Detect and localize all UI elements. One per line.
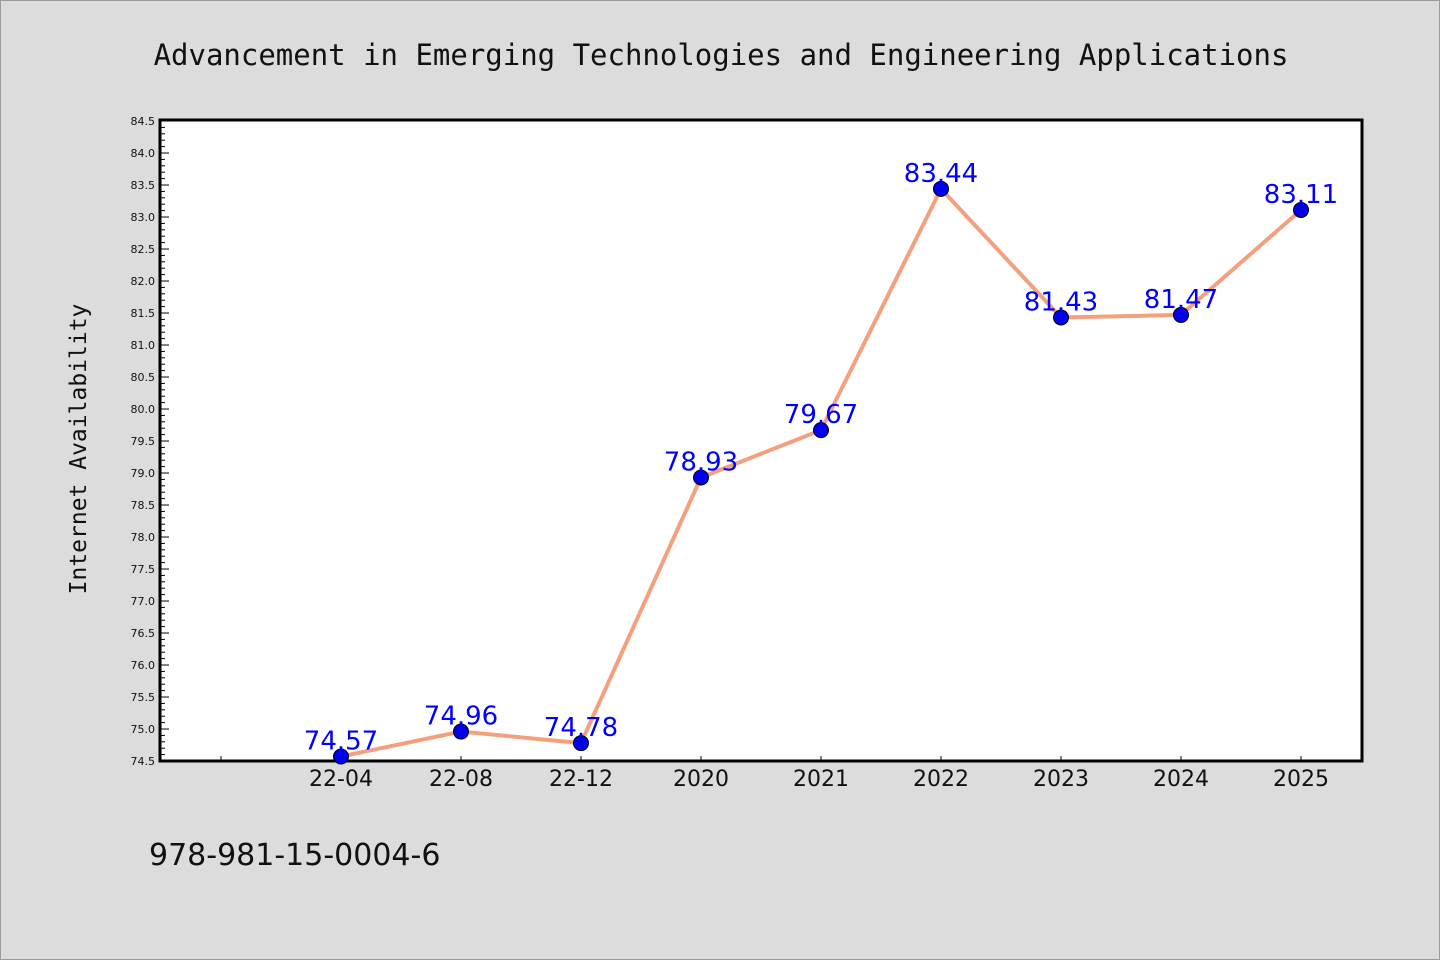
x-tick-label: 22-12 bbox=[549, 767, 613, 792]
data-point bbox=[453, 723, 469, 740]
x-tick-label: 2022 bbox=[913, 767, 969, 792]
data-point bbox=[1293, 201, 1309, 218]
x-tick-label: 22-04 bbox=[309, 767, 373, 792]
y-tick-label: 74.5 bbox=[131, 755, 156, 768]
data-label-layer: 74.57 74.96 74.78 78.93 79.67 83.44 81.43 81.47… bbox=[304, 159, 1338, 757]
data-label: 74.57 bbox=[304, 727, 378, 757]
data-label: 74.78 bbox=[544, 713, 618, 743]
y-tick-label: 81.5 bbox=[131, 307, 156, 320]
data-label: 83.44 bbox=[904, 159, 978, 189]
data-point bbox=[333, 748, 349, 765]
y-tick-label: 78.0 bbox=[131, 531, 156, 544]
data-point bbox=[693, 469, 709, 486]
data-label: 79.67 bbox=[784, 400, 858, 430]
y-tick-label: 80.5 bbox=[131, 371, 156, 384]
y-tick-label: 84.5 bbox=[131, 115, 156, 128]
x-tick-label: 2023 bbox=[1033, 767, 1089, 792]
x-tick-label: 22-08 bbox=[429, 767, 493, 792]
y-tick-label: 84.0 bbox=[131, 147, 156, 160]
data-label: 81.47 bbox=[1144, 285, 1218, 315]
data-point bbox=[573, 735, 589, 752]
y-tick-label: 75.0 bbox=[131, 723, 156, 736]
y-tick-label: 81.0 bbox=[131, 339, 156, 352]
data-label: 74.96 bbox=[424, 702, 498, 732]
data-point bbox=[933, 180, 949, 197]
y-tick-label: 76.5 bbox=[131, 627, 156, 640]
data-point bbox=[1053, 309, 1069, 326]
y-tick-label: 79.0 bbox=[131, 467, 156, 480]
y-tick-label: 79.5 bbox=[131, 435, 156, 448]
plot-area bbox=[158, 118, 1364, 763]
data-label: 78.93 bbox=[664, 447, 738, 477]
y-axis-label: Internet Availability bbox=[66, 304, 92, 595]
data-point bbox=[813, 422, 829, 439]
y-tick-label: 82.5 bbox=[131, 243, 156, 256]
data-label: 81.43 bbox=[1024, 287, 1098, 317]
data-label: 83.11 bbox=[1264, 180, 1338, 210]
data-point bbox=[1173, 306, 1189, 323]
x-tick-label: 2024 bbox=[1153, 767, 1209, 792]
y-axis-ticks: 74.5 75.0 75.5 76.0 76.5 77.0 77.5 78.0 78.5 79.0… bbox=[131, 115, 169, 768]
series-layer bbox=[333, 180, 1309, 765]
y-tick-label: 78.5 bbox=[131, 499, 156, 512]
y-tick-label: 82.0 bbox=[131, 275, 156, 288]
y-tick-label: 75.5 bbox=[131, 691, 156, 704]
y-tick-label: 80.0 bbox=[131, 403, 156, 416]
y-tick-label: 77.0 bbox=[131, 595, 156, 608]
chart-title: Advancement in Emerging Technologies and… bbox=[154, 38, 1289, 72]
x-tick-label: 2021 bbox=[793, 767, 849, 792]
y-tick-label: 83.5 bbox=[131, 179, 156, 192]
y-tick-label: 76.0 bbox=[131, 659, 156, 672]
x-tick-label: 2025 bbox=[1273, 767, 1329, 792]
x-tick-label: 2020 bbox=[673, 767, 729, 792]
y-tick-label: 83.0 bbox=[131, 211, 156, 224]
y-tick-label: 77.5 bbox=[131, 563, 156, 576]
footnote-isbn: 978-981-15-0004-6 bbox=[149, 838, 440, 873]
